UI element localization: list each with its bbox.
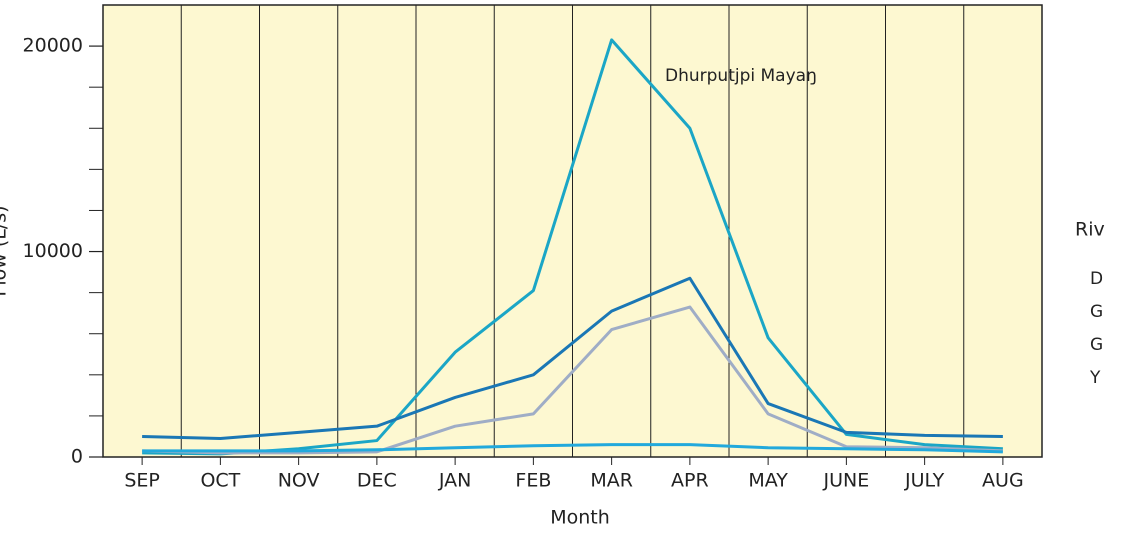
legend-label: D [1090,269,1103,289]
x-tick-label: AUG [982,470,1024,492]
series-line [142,276,1003,441]
y-axis-label: Flow (L/s) [0,205,11,296]
x-tick-label: NOV [278,470,320,492]
x-tick-label: MAY [748,470,788,492]
y-tick-label: 0 [71,446,83,468]
legend-label: G [1090,335,1103,355]
x-tick-label: OCT [200,470,240,492]
y-tick-label: 10000 [23,240,83,262]
series-line [142,305,1003,455]
legend-label: G [1090,302,1103,322]
legend-label: Y [1089,368,1101,388]
x-tick-label: JULY [904,470,945,492]
x-tick-label: SEP [124,470,160,492]
plot-frame [102,4,1043,458]
legend-title: Riv [1075,219,1105,241]
annotation: Dhurputjpi Mayaŋ [665,66,817,86]
x-tick-label: MAR [590,470,633,492]
x-tick-label: JAN [438,470,471,492]
x-tick-label: APR [671,470,709,492]
series-line [142,443,1003,454]
y-tick-label: 20000 [23,35,83,57]
x-tick-label: DEC [357,470,397,492]
x-tick-label: JUNE [823,470,870,492]
x-tick-label: FEB [515,470,551,492]
x-axis-label: Month [550,507,610,529]
